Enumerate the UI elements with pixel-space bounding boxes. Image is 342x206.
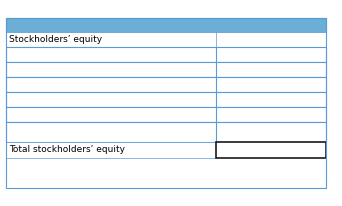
- Bar: [6, 32, 326, 47]
- Bar: [6, 47, 326, 62]
- Bar: [6, 122, 326, 142]
- Bar: [6, 18, 326, 188]
- Bar: [6, 92, 326, 107]
- Text: Total stockholders’ equity: Total stockholders’ equity: [9, 145, 125, 154]
- Text: Stockholders’ equity: Stockholders’ equity: [9, 35, 102, 44]
- Bar: [6, 107, 326, 122]
- Bar: [216, 142, 326, 158]
- Bar: [6, 142, 216, 158]
- Bar: [6, 18, 326, 32]
- Bar: [6, 77, 326, 92]
- Bar: [6, 62, 326, 77]
